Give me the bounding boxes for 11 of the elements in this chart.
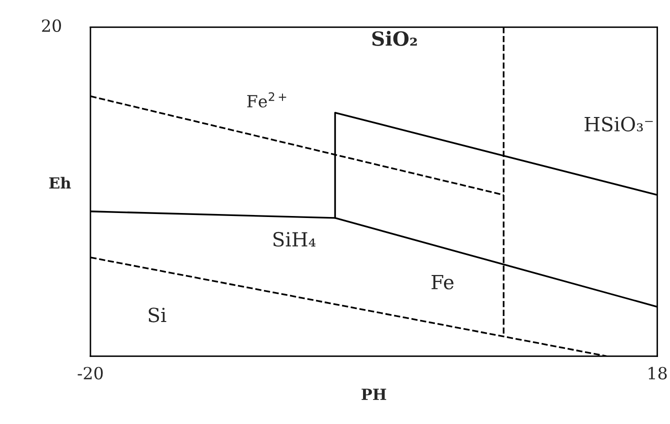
x-tick-label: -20 [78,366,103,380]
text: 20 [42,19,61,32]
x-axis-title: PH [362,388,386,400]
y-axis-title: Eh [49,176,71,188]
annotation: SiH₄ [273,232,316,247]
x-tick-label: 18 [648,366,667,380]
annotation: Fe$^{2+}$ [247,92,286,108]
annotation: HSiO₃⁻ [584,116,653,132]
annotation: SiO₂ [372,30,417,46]
annotation: Fe [432,274,454,290]
annotation: Si [148,308,166,322]
